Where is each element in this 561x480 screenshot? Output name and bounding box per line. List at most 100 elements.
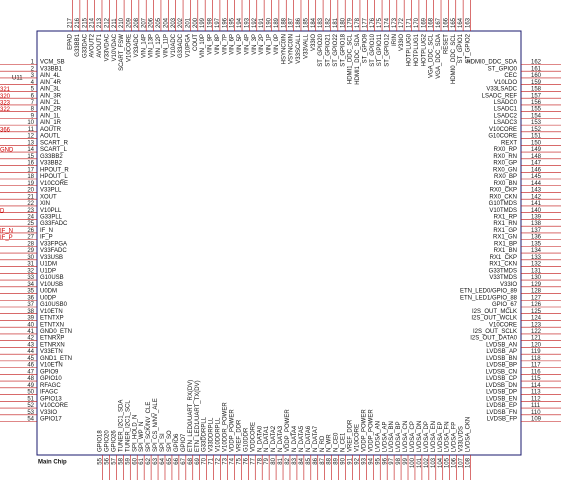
pin-number: 116 xyxy=(531,369,541,375)
pin-name: RX1_RP xyxy=(494,215,517,221)
pin-name: V33BB1 xyxy=(40,66,63,72)
pin-number: 79 xyxy=(264,457,270,464)
pin-name: VIN_0P xyxy=(274,34,280,55)
pin-name: VREF_DDR xyxy=(236,419,242,452)
pin-name: I2S_OUT_WCLK xyxy=(471,316,517,322)
pin-name: LVDSB_CN xyxy=(486,369,517,375)
pin-number: 152 xyxy=(531,127,542,133)
pin-name: XOUT xyxy=(40,194,57,200)
pin-number: 182 xyxy=(326,17,332,28)
pin-number: 179 xyxy=(348,17,354,28)
pin-number: 81 xyxy=(278,457,284,464)
pin-name: V33FPGA xyxy=(40,241,67,247)
pin-name: SCART_FSW xyxy=(119,34,125,71)
pin-name: ST_GPIO2 xyxy=(466,33,472,63)
pin-name: N_DATA0 xyxy=(257,425,263,452)
pin-name: HDMI0_DDC_SCL xyxy=(451,33,457,84)
pin-number: 100 xyxy=(410,457,416,468)
pin-number: 205 xyxy=(156,17,162,28)
pin-number: 17 xyxy=(27,167,34,173)
pin-number: 119 xyxy=(531,349,541,355)
pin-name: V10USB xyxy=(40,282,63,288)
pin-number: 154 xyxy=(531,113,542,119)
pin-name: VIN_7P xyxy=(222,34,228,55)
pin-number: 77 xyxy=(250,457,256,464)
pin-name: V33VDAC xyxy=(104,33,110,61)
pin-number: 194 xyxy=(237,17,243,28)
pin-name: LVDSA_AP xyxy=(382,421,388,452)
pin-name: AOUTR xyxy=(40,127,62,133)
pin-number: 167 xyxy=(436,17,442,28)
pin-number: 23 xyxy=(27,208,34,214)
pin-number: 172 xyxy=(399,17,405,28)
pin-name: V10CORE xyxy=(127,34,133,62)
pin-number: 92 xyxy=(354,457,360,464)
pin-name: ETN_LED1/UART_TX(DV) xyxy=(195,380,201,452)
pin-name: LSADC2 xyxy=(494,113,518,119)
pin-number: 217 xyxy=(68,17,74,28)
pin-number: 52 xyxy=(27,403,34,409)
pin-name: G10TMDS xyxy=(489,201,517,207)
pin-number: 117 xyxy=(531,363,541,369)
pin-number: 123 xyxy=(531,322,542,328)
pin-number: 186 xyxy=(296,17,302,28)
pin-name: VIN_9P xyxy=(208,34,214,55)
pin-number: 158 xyxy=(531,87,542,93)
refdes: U11 xyxy=(12,76,23,82)
pin-name: LSADC3 xyxy=(494,120,518,126)
pin-number: 207 xyxy=(141,17,147,28)
pin-number: 132 xyxy=(531,262,542,268)
pin-name: GPIO13 xyxy=(40,396,62,402)
pin-number: 35 xyxy=(27,289,34,295)
pin-name: V33LSADC xyxy=(486,87,517,93)
pin-name: CEC xyxy=(504,73,517,79)
pin-name: V33SCALL xyxy=(296,33,302,63)
pin-name: GPIO9 xyxy=(40,369,59,375)
pin-name: RX0_GP xyxy=(493,161,517,167)
pin-name: G33DDRPLL xyxy=(202,416,208,452)
pin-name: VDDP_POWER xyxy=(230,409,236,452)
pin-number: 136 xyxy=(531,235,542,241)
pin-number: 197 xyxy=(215,17,221,28)
pin-number: 188 xyxy=(281,17,287,28)
pin-number: 169 xyxy=(421,17,427,28)
pin-number: 95 xyxy=(375,457,381,464)
pin-number: 20 xyxy=(27,188,34,194)
pin-number: 190 xyxy=(267,17,273,28)
net-label: IF_N xyxy=(0,228,13,234)
part-name: Main Chip xyxy=(38,460,67,466)
pin-number: 209 xyxy=(127,17,133,28)
pin-number: 104 xyxy=(438,457,444,468)
pin-number: 177 xyxy=(362,17,368,28)
pin-number: 19 xyxy=(27,181,34,187)
pin-number: 103 xyxy=(431,457,437,468)
chip-body xyxy=(36,30,522,456)
pin-name: ST_GPIO10 xyxy=(370,33,376,66)
pin-name: LVDSA_CN xyxy=(403,421,409,452)
pin-name: XIN xyxy=(40,201,50,207)
pin-number: 24 xyxy=(27,215,34,221)
pin-number: 120 xyxy=(531,342,542,348)
pin-number: 48 xyxy=(27,376,34,382)
pin-number: 198 xyxy=(208,17,214,28)
pin-number: 15 xyxy=(27,154,34,160)
pin-name: VIN_14P xyxy=(141,34,147,58)
pin-number: 82 xyxy=(285,457,291,464)
pin-name: AIN_2L xyxy=(40,100,61,106)
pin-number: 110 xyxy=(531,410,541,416)
pin-name: RESET xyxy=(443,34,449,54)
net-label: 322 xyxy=(0,107,11,113)
pin-name: RFAGC xyxy=(40,383,61,389)
pin-number: 26 xyxy=(27,228,34,234)
pin-number: 53 xyxy=(27,410,34,416)
pin-number: 5 xyxy=(31,87,35,93)
pin-number: 6 xyxy=(31,93,35,99)
pin-number: 192 xyxy=(252,17,258,28)
pin-number: 13 xyxy=(27,140,34,146)
pin-name: VDDP_POWER xyxy=(361,409,367,452)
pin-number: 174 xyxy=(385,17,391,28)
pin-number: 44 xyxy=(27,349,34,355)
pin-name: N_DATA1 xyxy=(264,425,270,452)
pin-name: LVDSA_AN xyxy=(375,421,381,452)
pin-name: VIN_10P xyxy=(200,34,206,58)
